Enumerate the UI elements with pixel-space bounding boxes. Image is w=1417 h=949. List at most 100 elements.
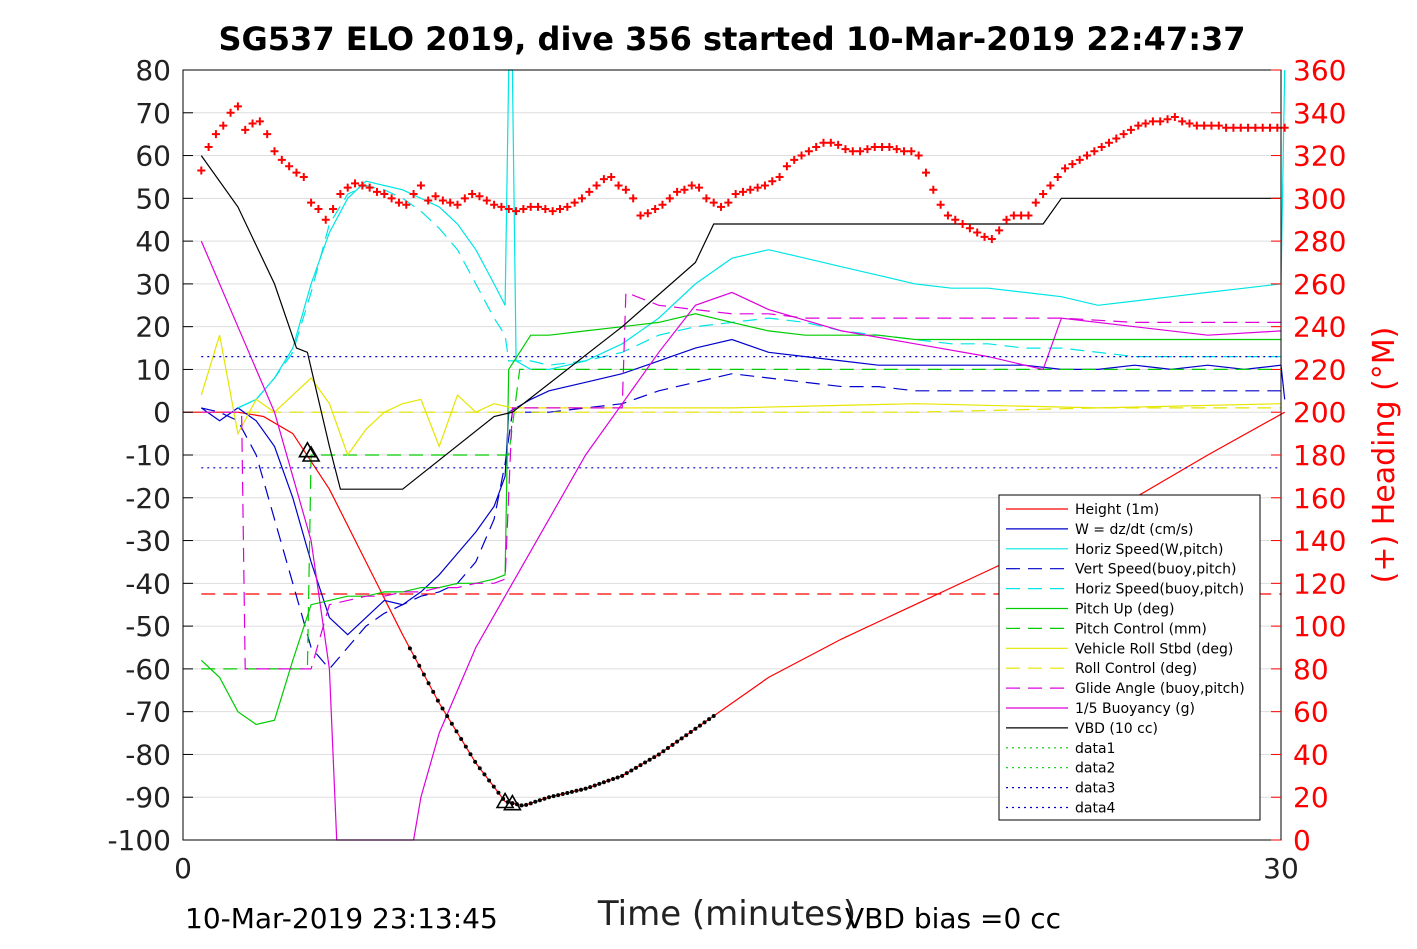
heading-point <box>1141 119 1150 128</box>
heading-point <box>577 194 586 203</box>
heading-point <box>958 220 967 228</box>
sample-dot <box>537 798 542 803</box>
y2-tick-label: 240 <box>1293 311 1346 344</box>
legend-label: data4 <box>1075 801 1116 817</box>
sample-dot <box>463 744 468 749</box>
heading-point <box>248 119 257 128</box>
sample-dot <box>491 784 496 789</box>
y2-tick-label: 280 <box>1293 225 1346 258</box>
heading-point <box>629 194 638 203</box>
heading-point <box>307 198 316 207</box>
y2-tick-label: 220 <box>1293 353 1346 386</box>
y-tick-label: 0 <box>153 396 171 429</box>
y2-tick-label: 320 <box>1293 140 1346 173</box>
series-line-11 <box>200 240 1282 841</box>
heading-point <box>702 194 711 203</box>
heading-point <box>1148 117 1157 126</box>
sample-dot <box>684 733 689 738</box>
sample-dot <box>652 755 657 760</box>
heading-point <box>336 190 345 199</box>
heading-point <box>1104 138 1113 147</box>
sample-dot <box>629 768 634 773</box>
heading-point <box>680 185 689 194</box>
heading-point <box>329 205 338 214</box>
legend-label: Horiz Speed(W,pitch) <box>1075 542 1223 558</box>
heading-point <box>512 207 521 216</box>
y-tick-label: -10 <box>125 439 171 472</box>
y-tick-label: 40 <box>135 225 171 258</box>
x-tick-label: 30 <box>1263 852 1299 885</box>
heading-point <box>519 205 528 214</box>
heading-point <box>255 117 264 126</box>
heading-point <box>1046 181 1055 190</box>
heading-point <box>563 202 572 211</box>
heading-point <box>943 211 952 220</box>
legend-label: data1 <box>1075 741 1115 757</box>
y2-tick-label: 360 <box>1293 54 1346 87</box>
legend-label: Horiz Speed(buoy,pitch) <box>1075 582 1244 598</box>
legend-label: VBD (10 cc) <box>1075 721 1158 737</box>
y2-tick-label: 0 <box>1293 824 1311 857</box>
heading-point <box>753 183 762 192</box>
sample-dot <box>597 781 602 786</box>
heading-point <box>1273 123 1282 132</box>
sample-dot <box>440 706 445 711</box>
sample-dot <box>445 714 450 719</box>
heading-point <box>804 147 813 156</box>
heading-point <box>211 130 220 139</box>
y2-tick-label: 60 <box>1293 696 1329 729</box>
sample-dot <box>421 672 426 677</box>
sample-dot <box>583 786 588 791</box>
sample-dot <box>412 655 417 660</box>
heading-point <box>1053 172 1062 181</box>
heading-point <box>204 143 213 151</box>
legend-label: Height (1m) <box>1075 502 1159 518</box>
sample-dot <box>697 723 702 728</box>
heading-point <box>738 187 747 196</box>
sample-dot <box>473 759 478 764</box>
heading-point <box>460 194 469 203</box>
y2-tick-label: 120 <box>1293 567 1346 600</box>
heading-point <box>314 205 323 214</box>
heading-point <box>380 190 389 199</box>
sample-dot <box>707 717 712 722</box>
legend-label: Roll Control (deg) <box>1075 661 1197 677</box>
heading-point <box>1156 117 1165 126</box>
heading-point <box>797 151 806 160</box>
heading-point <box>585 187 594 196</box>
sample-dot <box>556 793 561 798</box>
heading-point <box>438 196 447 205</box>
sample-dot <box>482 772 487 777</box>
heading-point <box>226 108 235 117</box>
heading-point <box>636 211 645 220</box>
sample-dot <box>588 785 593 790</box>
heading-point <box>402 200 411 209</box>
heading-point <box>1126 125 1135 134</box>
y-tick-label: -40 <box>125 567 171 600</box>
sample-dot <box>647 757 652 762</box>
sample-dot <box>601 780 606 785</box>
heading-point <box>263 130 272 139</box>
sample-dot <box>426 681 431 686</box>
heading-point <box>534 202 543 211</box>
legend-label: Glide Angle (buoy,pitch) <box>1075 681 1245 697</box>
heading-point <box>892 145 901 154</box>
heading-point <box>651 205 660 214</box>
series-line-5 <box>237 184 1281 409</box>
heading-point <box>482 196 491 205</box>
heading-point <box>285 162 294 171</box>
heading-point <box>673 187 682 196</box>
heading-point <box>695 183 704 192</box>
heading-point <box>790 155 799 164</box>
y2-tick-label: 140 <box>1293 525 1346 558</box>
y2-tick-label: 340 <box>1293 97 1346 130</box>
heading-point <box>834 140 843 149</box>
sample-dot <box>468 752 473 757</box>
heading-point <box>387 194 396 203</box>
heading-point <box>1258 123 1267 132</box>
heading-point <box>878 143 887 151</box>
sample-dot <box>528 801 533 806</box>
heading-point <box>358 181 367 190</box>
sample-dot <box>665 746 670 751</box>
y-tick-label: -60 <box>125 653 171 686</box>
